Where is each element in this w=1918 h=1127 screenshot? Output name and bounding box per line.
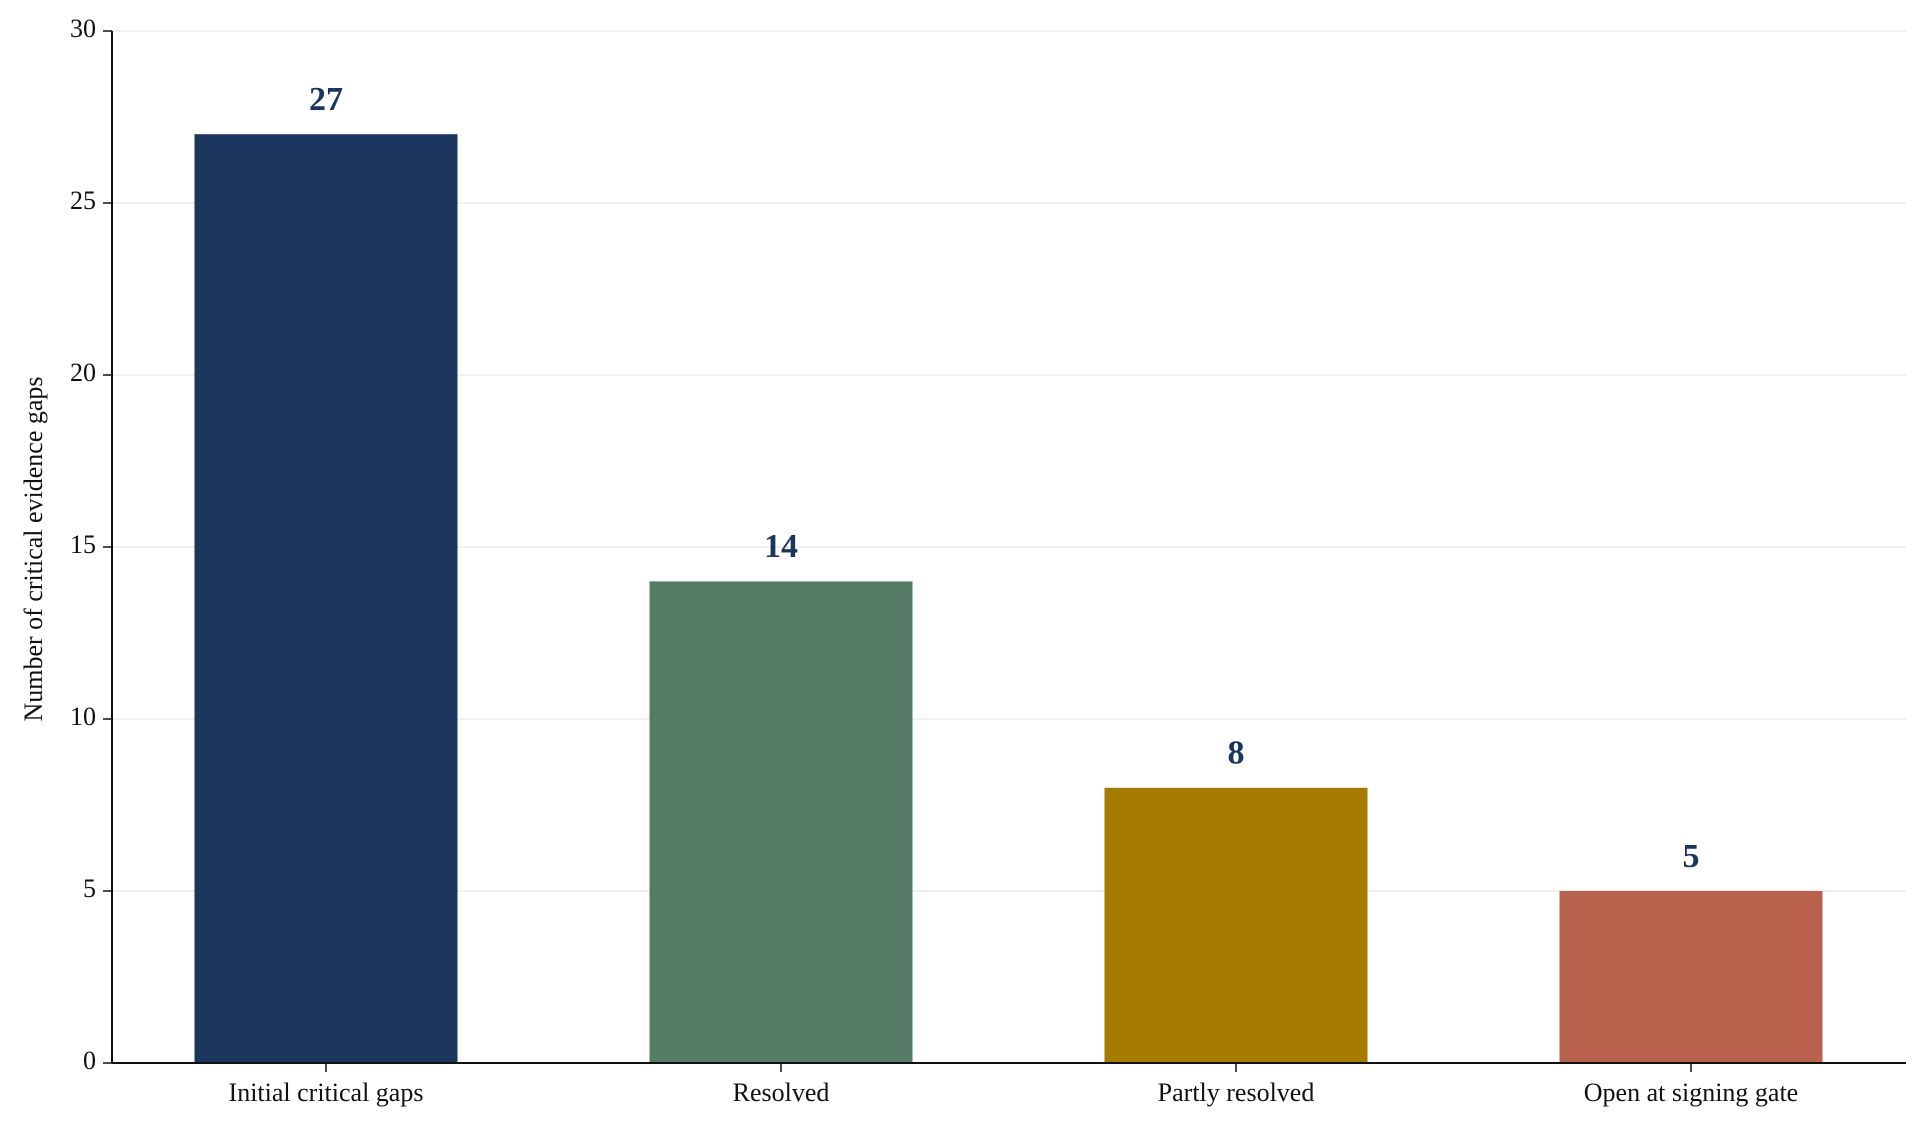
y-tick-label: 5 bbox=[83, 874, 96, 903]
value-label: 8 bbox=[1228, 735, 1245, 772]
y-tick-label: 30 bbox=[70, 14, 96, 43]
y-tick-label: 25 bbox=[70, 186, 96, 215]
value-label: 14 bbox=[764, 528, 798, 565]
bar bbox=[649, 581, 913, 1063]
value-label: 27 bbox=[309, 81, 343, 118]
x-tick-label: Initial critical gaps bbox=[229, 1078, 424, 1107]
x-tick-label: Open at signing gate bbox=[1584, 1078, 1798, 1107]
x-tick-label: Resolved bbox=[733, 1078, 830, 1107]
y-tick-label: 20 bbox=[70, 358, 96, 387]
y-tick-label: 10 bbox=[70, 702, 96, 731]
bar bbox=[1559, 891, 1823, 1063]
y-axis-label: Number of critical evidence gaps bbox=[19, 376, 48, 721]
bar bbox=[194, 134, 458, 1063]
x-tick-label: Partly resolved bbox=[1158, 1078, 1315, 1107]
value-label: 5 bbox=[1683, 838, 1700, 875]
y-tick-label: 0 bbox=[83, 1046, 96, 1075]
bar bbox=[1104, 787, 1368, 1063]
y-tick-label: 15 bbox=[70, 530, 96, 559]
